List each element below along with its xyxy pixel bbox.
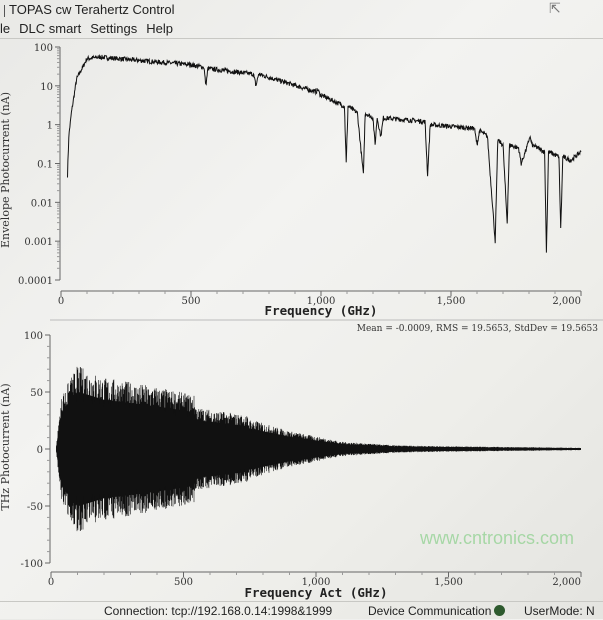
x-tick-label: 0 xyxy=(48,577,54,588)
x-tick-label: 2,000 xyxy=(552,296,581,307)
window-title: TOPAS cw Terahertz Control xyxy=(9,2,175,17)
menu-help[interactable]: Help xyxy=(146,21,173,36)
menu-dlc-smart[interactable]: DLC smart xyxy=(19,21,82,36)
y-tick-label: 10 xyxy=(40,82,53,93)
mouse-cursor-icon: ⇱ xyxy=(549,0,561,16)
envelope-series-line xyxy=(67,54,582,253)
x-tick-label: 500 xyxy=(174,577,193,588)
envelope-y-axis-label: Envelope Photocurrent (nA) xyxy=(0,92,12,248)
envelope-x-axis-label: Frequency (GHz) xyxy=(265,303,378,318)
usermode-status: UserMode: N xyxy=(524,604,595,618)
connection-status: Connection: tcp://192.168.0.14:1998&1999 xyxy=(104,604,333,618)
y-tick-label: 1 xyxy=(47,121,53,132)
x-tick-label: 1,000 xyxy=(302,577,331,588)
y-tick-label: 0 xyxy=(37,445,43,456)
y-tick-label: 0.01 xyxy=(31,198,53,209)
y-tick-label: 0.0001 xyxy=(18,276,53,287)
thz-x-axis-label: Frequency Act (GHz) xyxy=(245,585,388,600)
title-bar: TOPAS cw Terahertz Control xyxy=(0,0,603,20)
x-tick-label: 2,000 xyxy=(552,577,581,588)
y-tick-label: 100 xyxy=(24,331,43,342)
y-tick-label: 50 xyxy=(30,388,43,399)
status-bar: Connection: tcp://192.168.0.14:1998&1999… xyxy=(0,601,603,620)
x-tick-label: 1,000 xyxy=(307,296,336,307)
y-tick-label: 0.1 xyxy=(37,160,53,171)
watermark: www.cntronics.com xyxy=(420,528,575,548)
status-led-icon xyxy=(494,605,506,616)
x-tick-label: 0 xyxy=(58,296,64,307)
device-communication-label: Device Communication xyxy=(368,604,492,618)
menu-bar: le DLC smart Settings Help xyxy=(0,20,603,39)
thz-y-axis-label: THz Photocurrent (nA) xyxy=(0,383,12,510)
x-tick-label: 1,500 xyxy=(434,577,463,588)
x-tick-label: 1,500 xyxy=(437,296,466,307)
stats-annotation: Mean = -0.0009, RMS = 19.5653, StdDev = … xyxy=(357,324,599,334)
menu-settings[interactable]: Settings xyxy=(90,21,138,36)
y-tick-label: 100 xyxy=(34,43,53,54)
app-icon xyxy=(0,4,5,17)
y-tick-label: 0.001 xyxy=(24,237,53,248)
menu-file[interactable]: le xyxy=(0,21,11,36)
envelope-plot: Envelope Photocurrent (nA) 100 10 1 0.1 0.01… xyxy=(0,43,603,321)
thz-plot: Mean = -0.0009, RMS = 19.5653, StdDev = … xyxy=(0,324,598,600)
y-tick-label: -50 xyxy=(27,502,43,513)
y-tick-label: -100 xyxy=(21,559,43,570)
x-tick-label: 500 xyxy=(181,296,200,307)
device-communication-status: Device Communication xyxy=(368,602,506,620)
